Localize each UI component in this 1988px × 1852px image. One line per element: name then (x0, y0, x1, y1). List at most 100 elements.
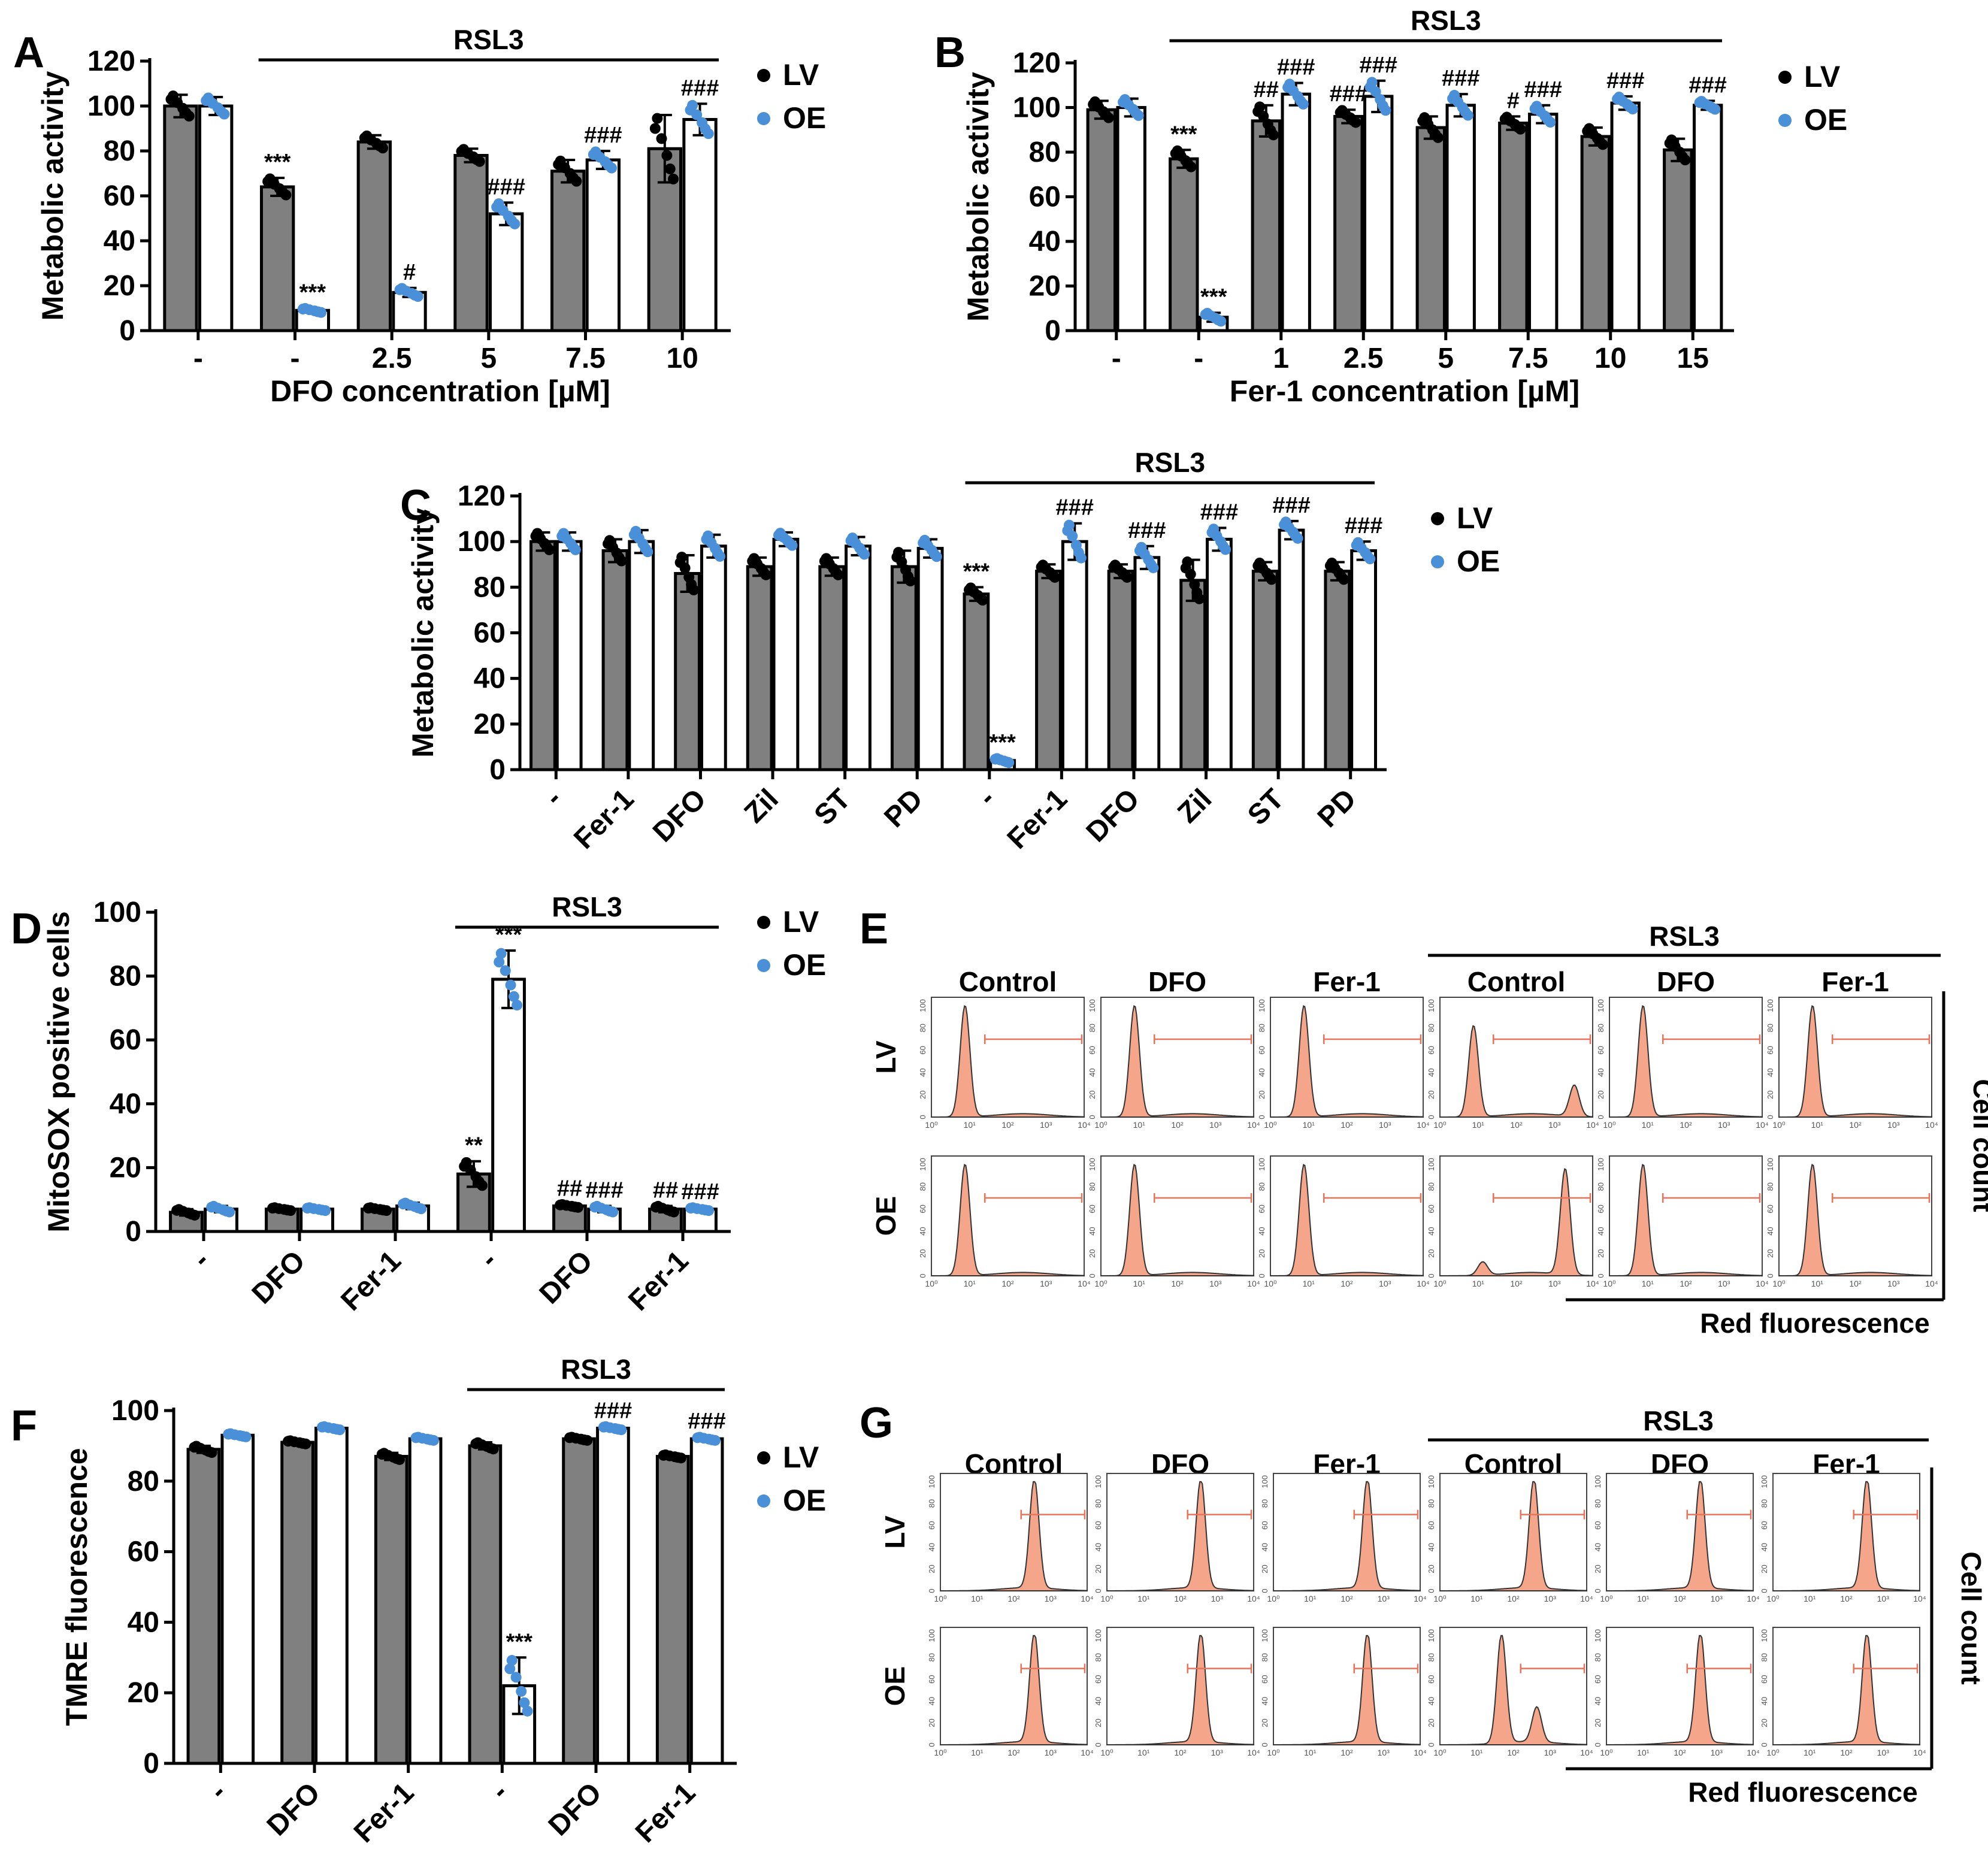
flow-y-tick: 20 (1088, 1091, 1097, 1099)
histogram (1107, 1635, 1254, 1745)
significance-label: ### (1277, 55, 1315, 80)
histogram (1270, 1004, 1424, 1118)
bar-lv (655, 1455, 690, 1765)
x-tick-label: Fer-1 (568, 783, 640, 855)
flow-x-tick: 10⁴ (1586, 1120, 1599, 1130)
flow-y-tick: 100 (1257, 999, 1266, 1012)
histogram-plot: 10⁰ 10¹ 10² 10³ 10⁴ 0 20 40 60 80 100 (918, 1155, 1091, 1288)
y-tick-label: 80 (110, 961, 141, 992)
flow-x-tick: 10¹ (1304, 1594, 1317, 1603)
data-point-lv (904, 576, 916, 587)
data-point-lv (1324, 560, 1336, 571)
data-point-oe (637, 538, 649, 549)
data-point-oe (201, 95, 212, 106)
data-point-lv (972, 590, 984, 601)
flow-x-tick: 10⁴ (1417, 1279, 1430, 1288)
bar-lv (1498, 122, 1529, 332)
histogram-plot: 10⁰ 10¹ 10² 10³ 10⁴ 0 20 40 60 80 100 (1766, 1155, 1938, 1288)
bar-lv (550, 170, 586, 332)
flow-y-tick: 40 (1260, 1697, 1269, 1705)
flow-y-tick: 40 (927, 1543, 936, 1551)
flow-y-tick: 100 (1760, 1475, 1769, 1488)
x-tick-label: 2.5 (372, 343, 412, 374)
flow-y-tick: 40 (1596, 1068, 1605, 1076)
x-tick-label: 15 (1677, 343, 1709, 374)
flow-x-tick: 10¹ (1137, 1594, 1150, 1603)
flow-y-tick: 0 (1760, 1588, 1769, 1593)
data-point-oe (1206, 526, 1218, 538)
data-point-oe (1287, 526, 1299, 538)
bar-oe (1610, 101, 1641, 332)
flow-y-tick: 20 (1427, 1249, 1436, 1258)
plot-frame (1772, 1473, 1920, 1591)
data-point-lv (388, 1451, 399, 1463)
flow-y-tick: 60 (927, 1675, 936, 1683)
flow-y-tick: 100 (1596, 1158, 1605, 1171)
flow-y-tick: 0 (1260, 1742, 1269, 1747)
significance-label: # (403, 260, 416, 285)
y-tick-label: 60 (104, 180, 135, 212)
plot-frame (1606, 1627, 1754, 1745)
data-point-lv (1432, 132, 1444, 143)
legend-label-oe: OE (783, 101, 826, 135)
data-point-oe (1215, 536, 1227, 547)
flow-y-tick: 100 (927, 1629, 936, 1642)
data-point-oe (565, 538, 576, 549)
histogram (1609, 1004, 1763, 1118)
flow-y-tick: 20 (1593, 1718, 1602, 1727)
data-point-lv (564, 1432, 576, 1444)
legend-label-lv: LV (1457, 501, 1493, 535)
flow-y-tick: 40 (1427, 1697, 1436, 1705)
flow-y-tick: 100 (1427, 1158, 1436, 1171)
data-point-oe (1457, 102, 1468, 113)
bar-oe (1206, 537, 1233, 771)
flow-x-tick: 10² (1674, 1594, 1686, 1603)
data-point-oe (1529, 103, 1541, 114)
flow-y-tick: 40 (1760, 1697, 1769, 1705)
flow-panel-e: E Control DFO Fer-1 Control DFO Fer-1 RSL3 LV 10⁰… (860, 905, 1988, 1339)
flow-x-tick: 10⁴ (1580, 1594, 1593, 1603)
flow-x-tick: 10⁰ (1772, 1120, 1786, 1130)
bar-oe (220, 1433, 255, 1765)
y-tick-label: 0 (489, 754, 506, 786)
bar-oe (408, 1437, 443, 1765)
data-point-oe (1297, 98, 1309, 110)
data-point-lv (1261, 567, 1272, 579)
flow-x-tick: 10⁰ (1264, 1279, 1277, 1288)
flow-x-tick: 10³ (1544, 1748, 1557, 1757)
flow-y-tick: 80 (1427, 1499, 1436, 1508)
histogram (1101, 1163, 1254, 1276)
data-point-oe (609, 1423, 621, 1435)
flow-x-tick: 10⁴ (1414, 1748, 1427, 1757)
legend-label-oe: OE (1804, 103, 1847, 137)
plot-frame (1100, 997, 1254, 1118)
significance-label: ### (681, 1179, 719, 1205)
data-point-oe (1539, 110, 1551, 122)
flow-y-tick: 0 (1427, 1273, 1436, 1278)
flow-y-tick: 40 (918, 1068, 927, 1076)
flow-y-tick: 80 (918, 1182, 927, 1191)
data-point-oe (1462, 110, 1473, 121)
significance-label: ### (681, 75, 719, 101)
flow-y-tick: 80 (1257, 1024, 1266, 1032)
row-label: OE (870, 1196, 901, 1236)
x-tick-label: 2.5 (1344, 343, 1384, 374)
data-point-lv (900, 564, 911, 576)
flow-x-tick: 10² (1174, 1594, 1187, 1603)
x-tick-label: - (972, 783, 1001, 812)
data-point-lv (183, 1208, 194, 1219)
significance-label: ### (1524, 77, 1562, 102)
significance-label: # (1507, 88, 1520, 113)
data-point-oe (1282, 81, 1294, 93)
plot-frame (1439, 1627, 1587, 1745)
data-point-oe (1360, 547, 1371, 558)
x-tick-label: - (485, 1777, 514, 1806)
histogram (1273, 1635, 1421, 1745)
legend-label-lv: LV (783, 1441, 819, 1474)
data-point-oe (309, 305, 320, 316)
bar-lv (453, 154, 489, 332)
flow-x-tick: 10² (1680, 1120, 1692, 1130)
plot-frame (1106, 1627, 1254, 1745)
data-point-oe (409, 1201, 420, 1212)
